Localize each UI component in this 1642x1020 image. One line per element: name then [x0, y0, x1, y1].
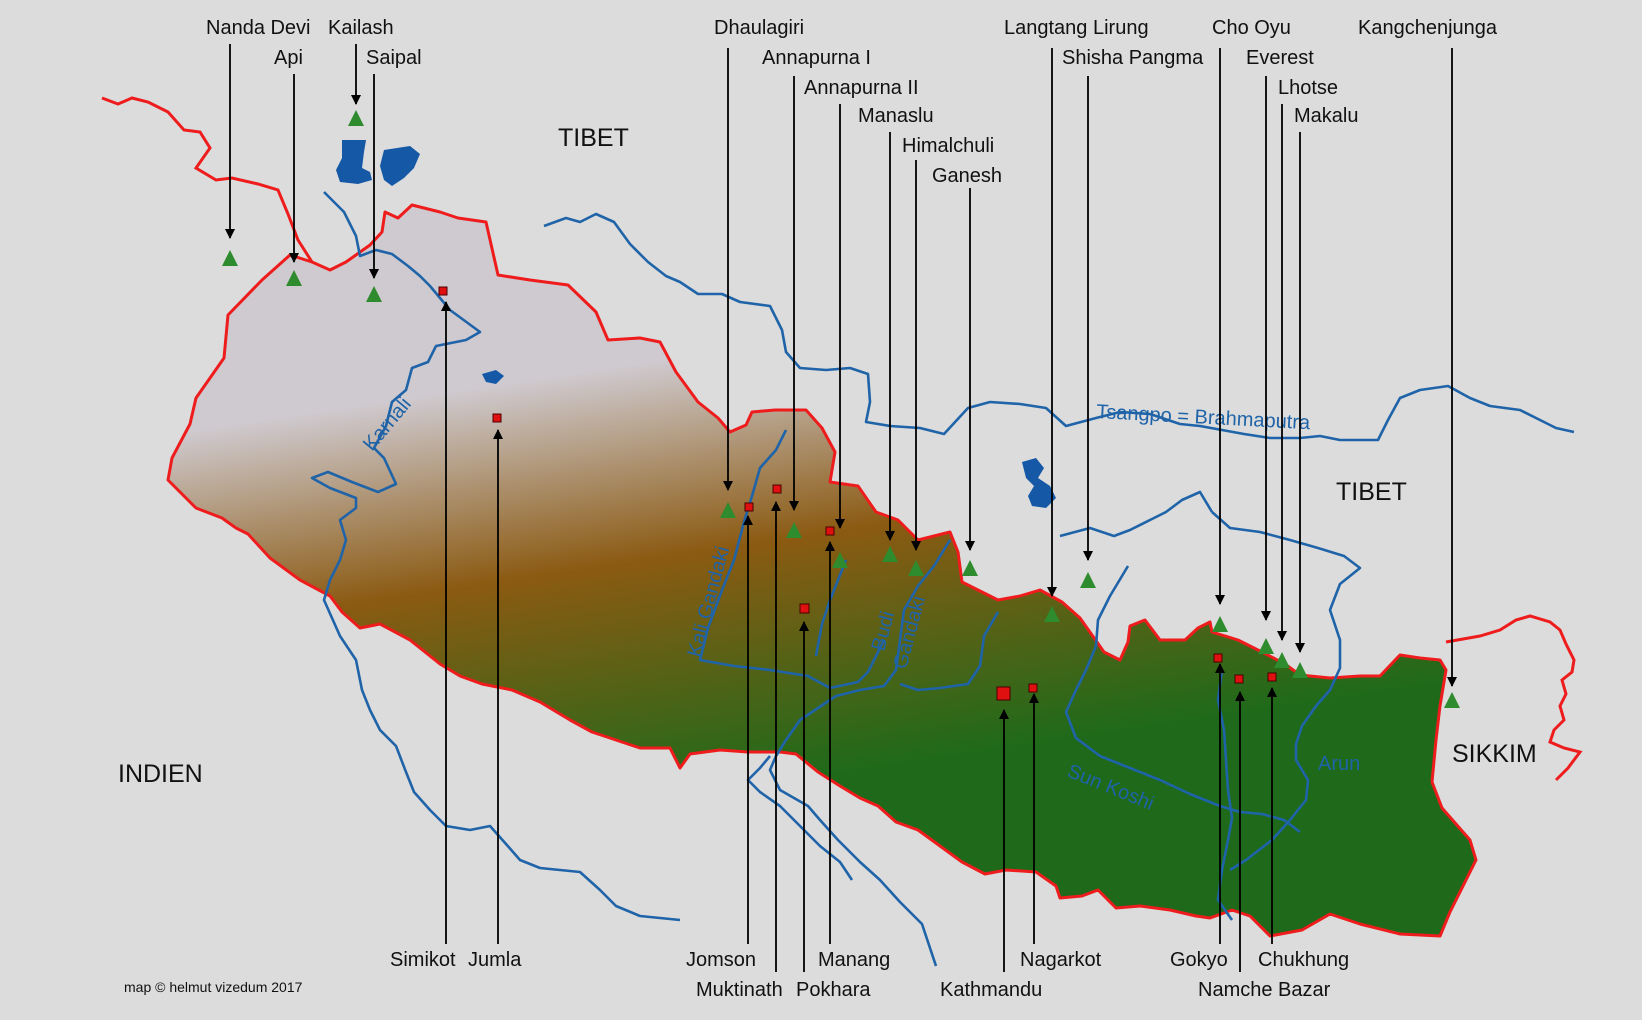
- region-sikkim: SIKKIM: [1452, 740, 1537, 768]
- place-label-chukhung: Chukhung: [1258, 949, 1349, 971]
- place-label-jomson: Jomson: [686, 949, 756, 971]
- region-tibet-west: TIBET: [558, 124, 629, 152]
- peak-markers: [222, 110, 1460, 708]
- peak-label-langtang-lirung: Langtang Lirung: [1004, 17, 1149, 39]
- green-triangle-icon: [286, 270, 302, 286]
- red-square-icon: [438, 286, 448, 296]
- green-triangle-icon: [366, 286, 382, 302]
- peak-label-dhaulagiri: Dhaulagiri: [714, 17, 804, 39]
- place-label-kathmandu: Kathmandu: [940, 979, 1042, 1001]
- red-square-icon: [1234, 674, 1244, 684]
- peak-label-cho-oyu: Cho Oyu: [1212, 17, 1291, 39]
- river-trisuli: [899, 611, 1000, 692]
- red-square-icon: [1028, 683, 1038, 693]
- peak-label-everest: Everest: [1246, 47, 1314, 69]
- map-credit: map © helmut vizedum 2017: [124, 979, 303, 995]
- river-tibet-east: [1059, 490, 1214, 538]
- place-label-namche-bazar: Namche Bazar: [1198, 979, 1331, 1001]
- red-square-icon: [996, 686, 1011, 701]
- green-triangle-icon: [962, 560, 978, 576]
- place-label-nagarkot: Nagarkot: [1020, 949, 1102, 971]
- peak-arrows: [225, 44, 1457, 687]
- green-triangle-icon: [1444, 692, 1460, 708]
- place-label-jumla: Jumla: [468, 949, 522, 971]
- region-tibet-east: TIBET: [1336, 478, 1407, 506]
- peak-label-shisha-pangma: Shisha Pangma: [1062, 47, 1204, 69]
- river-label-tsangpo: Tsangpo = Brahmaputra: [1096, 401, 1312, 434]
- green-triangle-icon: [348, 110, 364, 126]
- peak-label-manaslu: Manaslu: [858, 105, 934, 127]
- peak-label-himalchuli: Himalchuli: [902, 135, 994, 157]
- peak-label-lhotse: Lhotse: [1278, 77, 1338, 99]
- river-label-arun: Arun: [1318, 753, 1360, 775]
- green-triangle-icon: [222, 250, 238, 266]
- peak-label-annapurna-2: Annapurna II: [804, 77, 919, 99]
- green-triangle-icon: [832, 552, 848, 568]
- green-triangle-icon: [1044, 606, 1060, 622]
- town-markers: [438, 286, 1277, 701]
- red-square-icon: [1267, 672, 1277, 682]
- green-triangle-icon: [1258, 638, 1274, 654]
- peak-label-kailash: Kailash: [328, 17, 394, 39]
- green-triangle-icon: [1292, 662, 1308, 678]
- river-arun: [1211, 511, 1362, 872]
- border-northwest: [101, 96, 314, 263]
- region-india: INDIEN: [118, 760, 203, 788]
- green-triangle-icon: [786, 522, 802, 538]
- peak-label-api: Api: [274, 47, 303, 69]
- green-triangle-icon: [1274, 652, 1290, 668]
- river-sun-koshi: [1064, 565, 1301, 834]
- place-arrows: [441, 301, 1277, 972]
- red-square-icon: [799, 603, 810, 614]
- nepal-territory: [166, 203, 1478, 938]
- place-label-simikot: Simikot: [390, 949, 456, 971]
- river-narayani: [746, 755, 854, 881]
- place-label-gokyo: Gokyo: [1170, 949, 1228, 971]
- lake-manasarovar: [336, 140, 372, 184]
- border-sikkim-east: [1445, 614, 1583, 782]
- place-label-manang: Manang: [818, 949, 890, 971]
- river-budi-gandaki: [768, 539, 952, 967]
- green-triangle-icon: [720, 502, 736, 518]
- red-square-icon: [492, 413, 502, 423]
- peak-label-makalu: Makalu: [1294, 105, 1358, 127]
- peak-label-kangchenjunga: Kangchenjunga: [1358, 17, 1498, 39]
- lake-rakshastal: [380, 146, 420, 186]
- red-square-icon: [825, 526, 835, 536]
- peak-label-ganesh: Ganesh: [932, 165, 1002, 187]
- green-triangle-icon: [1080, 572, 1096, 588]
- river-kali-gandaki: [698, 429, 886, 690]
- green-triangle-icon: [1212, 616, 1228, 632]
- peak-label-nanda-devi: Nanda Devi: [206, 17, 311, 39]
- red-square-icon: [772, 484, 782, 494]
- place-label-pokhara: Pokhara: [796, 979, 871, 1001]
- green-triangle-icon: [908, 560, 924, 576]
- green-triangle-icon: [882, 546, 898, 562]
- peak-label-annapurna-1: Annapurna I: [762, 47, 871, 69]
- peak-label-saipal: Saipal: [366, 47, 422, 69]
- lake-paiku: [1022, 458, 1056, 508]
- river-tsangpo: [543, 212, 1575, 442]
- red-square-icon: [1213, 653, 1223, 663]
- red-square-icon: [744, 502, 754, 512]
- lake-rara: [482, 370, 504, 384]
- place-label-muktinath: Muktinath: [696, 979, 783, 1001]
